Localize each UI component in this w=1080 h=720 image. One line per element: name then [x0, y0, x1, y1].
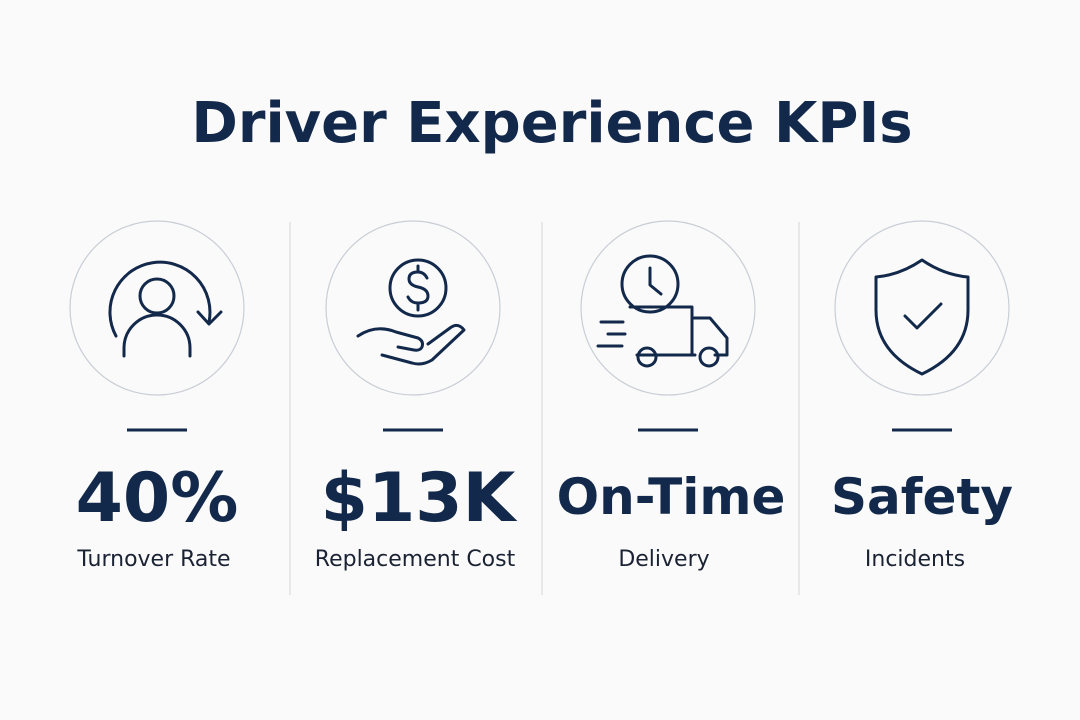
- cost-icon: [325, 220, 501, 396]
- kpi-value: On-Time: [557, 468, 786, 526]
- kpi-value: Safety: [831, 468, 1013, 526]
- delivery-icon: [580, 220, 756, 396]
- kpi-value: $13K: [321, 459, 518, 538]
- kpi-label: Incidents: [865, 547, 965, 572]
- title: Driver Experience KPIs: [191, 91, 912, 156]
- kpi-label: Delivery: [618, 547, 709, 572]
- kpi-value: 40%: [76, 459, 239, 538]
- kpi-label: Turnover Rate: [76, 547, 230, 572]
- kpi-label: Replacement Cost: [315, 547, 516, 572]
- safety-icon: [834, 220, 1010, 396]
- turnover-icon: [69, 220, 245, 396]
